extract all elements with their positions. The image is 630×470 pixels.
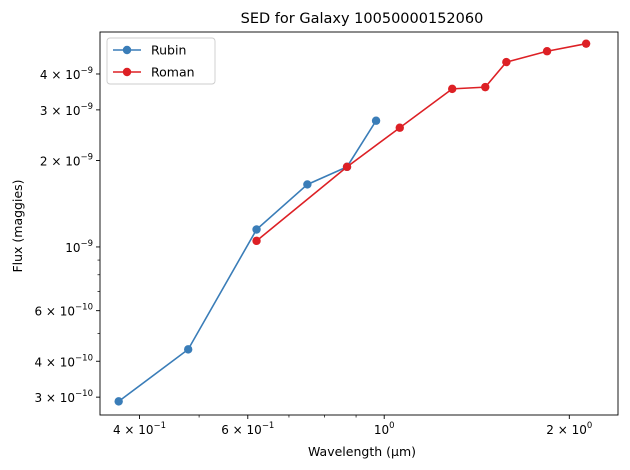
series-line-roman bbox=[256, 42, 587, 242]
legend-label-roman: Roman bbox=[151, 65, 195, 80]
y-tick-label: 4 × 10−9 bbox=[40, 66, 93, 82]
y-axis: 3 × 10−10 4 × 10−10 6 × 10−10 10−9 2 × 10−9 3… bbox=[34, 66, 100, 405]
series-layer bbox=[114, 39, 591, 406]
y-axis-label: Flux (maggies) bbox=[10, 179, 25, 272]
data-point-rubin bbox=[371, 116, 381, 125]
data-point-rubin bbox=[303, 180, 312, 189]
x-tick-label: 6 × 10−1 bbox=[221, 421, 274, 437]
legend-label-rubin: Rubin bbox=[151, 43, 186, 58]
x-minor-ticks bbox=[198, 415, 357, 418]
data-point-roman bbox=[395, 123, 404, 132]
legend: Rubin Roman bbox=[106, 37, 216, 85]
series-rubin bbox=[114, 116, 381, 406]
data-point-roman bbox=[542, 47, 552, 56]
data-point-rubin bbox=[252, 225, 261, 234]
y-tick-label: 2 × 10−9 bbox=[40, 152, 93, 168]
x-axis-label: Wavelength (µm) bbox=[308, 444, 416, 459]
x-tick-label: 4 × 10−1 bbox=[113, 421, 166, 437]
y-tick-label: 3 × 10−10 bbox=[34, 389, 93, 405]
legend-marker-rubin bbox=[122, 45, 132, 55]
x-tick-label: 100 bbox=[374, 421, 395, 437]
y-tick-label: 4 × 10−10 bbox=[34, 353, 93, 369]
data-point-roman bbox=[448, 84, 457, 94]
y-tick-label: 6 × 10−10 bbox=[34, 303, 93, 319]
data-point-roman bbox=[502, 57, 511, 67]
data-point-roman bbox=[481, 82, 490, 92]
data-point-roman bbox=[342, 162, 352, 172]
data-point-roman bbox=[252, 236, 261, 246]
data-point-roman bbox=[581, 39, 591, 48]
plot-area bbox=[99, 31, 619, 416]
data-point-rubin bbox=[114, 397, 123, 406]
x-tick-label: 2 × 100 bbox=[546, 421, 592, 437]
series-line-rubin bbox=[118, 120, 377, 403]
chart-title: SED for Galaxy 10050000152060 bbox=[241, 11, 484, 27]
y-minor-ticks bbox=[97, 259, 100, 334]
y-tick-label: 10−9 bbox=[65, 239, 93, 255]
series-roman bbox=[252, 39, 591, 246]
data-point-rubin bbox=[183, 345, 193, 354]
y-tick-label: 3 × 10−9 bbox=[40, 102, 93, 118]
x-axis: 4 × 10−1 6 × 10−1 100 2 × 100 bbox=[113, 415, 592, 437]
legend-marker-roman bbox=[122, 67, 132, 77]
